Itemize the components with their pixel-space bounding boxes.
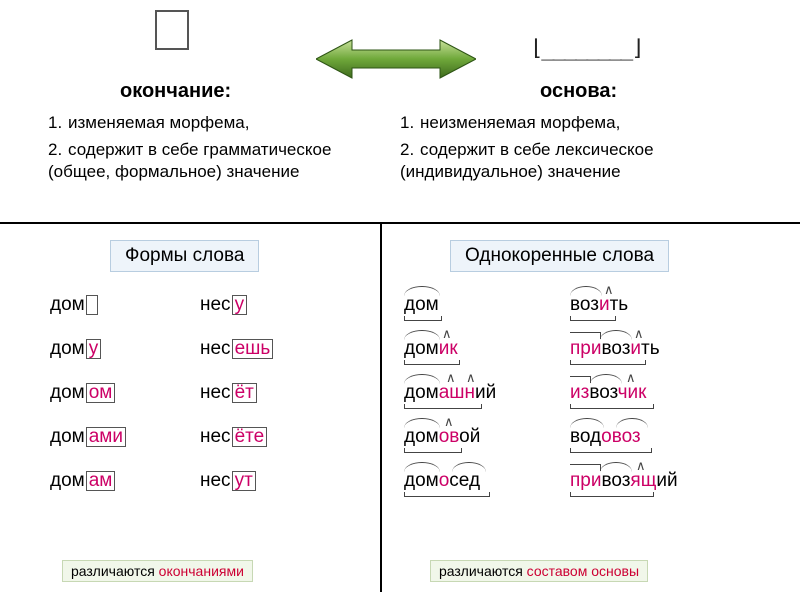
example-column-voz-cognates: возить∧ привозить∧ извозчик∧ водовоз привозя… [570,292,678,494]
word-form: несешь [200,336,273,362]
cognate-word: домик∧ [404,336,496,362]
word-form: домам [50,468,126,494]
word-form: несут [200,468,273,494]
example-column-nes: несу несешь несёт несёте несут [200,292,273,494]
word-form: дому [50,336,126,362]
word-form: несёт [200,380,273,406]
heading-ending: окончание: [120,80,231,103]
definitions-left: 1.изменяемая морфема, 2.содержит в себе … [48,112,388,188]
subheading-word-forms: Формы слова [110,240,259,272]
cognate-word: домашний∧∧ [404,380,496,406]
word-form: несу [200,292,273,318]
cognate-word: водовоз [570,424,678,450]
cognate-word: возить∧ [570,292,678,318]
word-form: домом [50,380,126,406]
example-column-dom-cognates: дом домик∧ домашний∧∧ домовой∧ домосед [404,292,496,494]
heading-stem: основа: [540,80,617,103]
double-arrow-icon [316,38,476,80]
definitions-right: 1.неизменяемая морфема, 2.содержит в себ… [400,112,740,188]
word-form: домами [50,424,126,450]
definition-item: 1.изменяемая морфема, [48,112,388,133]
definition-item: 2.содержит в себе лексическое (индивидуа… [400,139,740,182]
word-form: дом [50,292,126,318]
footer-tag-stem-composition: различаются составом основы [430,560,648,582]
vertical-divider [380,222,382,592]
cognate-word: домовой∧ [404,424,496,450]
cognate-word: извозчик∧ [570,380,678,406]
cognate-word: привозящий∧ [570,468,678,494]
subheading-cognates: Однокоренные слова [450,240,669,272]
definition-item: 1.неизменяемая морфема, [400,112,740,133]
example-column-dom: дом дому домом домами домам [50,292,126,494]
horizontal-divider [0,222,800,224]
cognate-word: привозить∧ [570,336,678,362]
stem-symbol-bracket: ⌊________⌋ [530,36,642,61]
cognate-word: домосед [404,468,496,494]
cognate-word: дом [404,292,496,318]
ending-symbol-box [155,10,189,50]
definition-item: 2.содержит в себе грамматическое (общее,… [48,139,388,182]
footer-tag-endings: различаются окончаниями [62,560,253,582]
word-form: несёте [200,424,273,450]
